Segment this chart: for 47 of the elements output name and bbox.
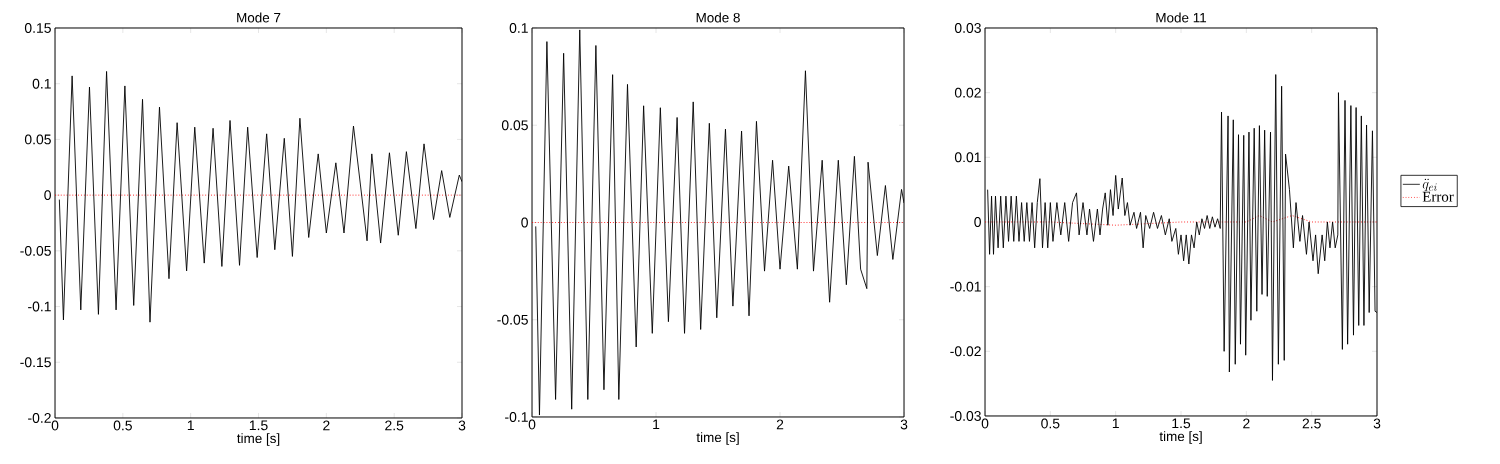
line-series xyxy=(535,29,905,416)
x-axis-title: time [s] xyxy=(1159,431,1202,444)
y-tick-label: -0.15 xyxy=(20,357,51,368)
y-tick-label: 0.01 xyxy=(954,152,981,163)
x-tick-label: 1 xyxy=(187,420,194,431)
x-tick-label: 0 xyxy=(51,420,59,431)
x-tick-label: 2.5 xyxy=(1302,418,1321,429)
legend-label: $\ddot{q}_{ei}$ xyxy=(1422,178,1437,192)
x-tick-label: 3 xyxy=(458,420,466,431)
y-tick-label: -0.2 xyxy=(28,413,51,423)
y-tick-label: 0.03 xyxy=(954,23,981,33)
x-tick-label: 1.5 xyxy=(249,420,268,431)
y-tick-label: -0.05 xyxy=(20,245,51,256)
chart-title: Mode 8 xyxy=(696,12,740,23)
y-tick-label: 0.15 xyxy=(24,23,51,33)
x-tick-label: 0 xyxy=(528,419,536,430)
x-tick-label: 0.5 xyxy=(113,420,132,431)
y-tick-label: 0 xyxy=(974,217,981,227)
x-tick-label: 2 xyxy=(1243,418,1250,429)
x-tick-label: 3 xyxy=(1373,418,1381,429)
x-tick-label: 1.5 xyxy=(1172,418,1191,429)
legend-label: Error xyxy=(1422,191,1454,202)
x-axis-title: time [s] xyxy=(696,432,739,445)
chart-title: Mode 7 xyxy=(237,12,281,23)
y-tick-label: 0.1 xyxy=(509,23,528,33)
x-tick-label: 1 xyxy=(1112,418,1119,429)
y-tick-label: -0.1 xyxy=(28,301,51,312)
x-tick-label: 2 xyxy=(323,420,330,431)
y-tick-label: -0.05 xyxy=(497,314,528,325)
chart-title: Mode 11 xyxy=(1156,12,1207,23)
y-tick-label: 0 xyxy=(44,190,51,201)
x-tick-label: 1 xyxy=(653,419,660,430)
y-tick-label: -0.1 xyxy=(505,412,528,422)
y-tick-label: 0 xyxy=(521,217,528,228)
y-tick-label: 0.05 xyxy=(501,120,528,131)
x-tick-label: 2 xyxy=(776,419,784,430)
y-tick-label: 0.1 xyxy=(32,78,51,89)
x-tick-label: 0 xyxy=(981,418,989,429)
y-tick-label: -0.02 xyxy=(950,346,981,357)
x-axis-title: time [s] xyxy=(237,433,280,446)
x-tick-label: 0.5 xyxy=(1041,418,1060,429)
y-tick-label: 0.05 xyxy=(24,134,51,145)
y-tick-label: -0.03 xyxy=(950,411,981,421)
y-tick-label: -0.01 xyxy=(950,281,981,292)
y-tick-label: 0.02 xyxy=(954,87,981,98)
x-tick-label: 3 xyxy=(900,419,908,430)
x-tick-label: 2.5 xyxy=(385,420,404,431)
